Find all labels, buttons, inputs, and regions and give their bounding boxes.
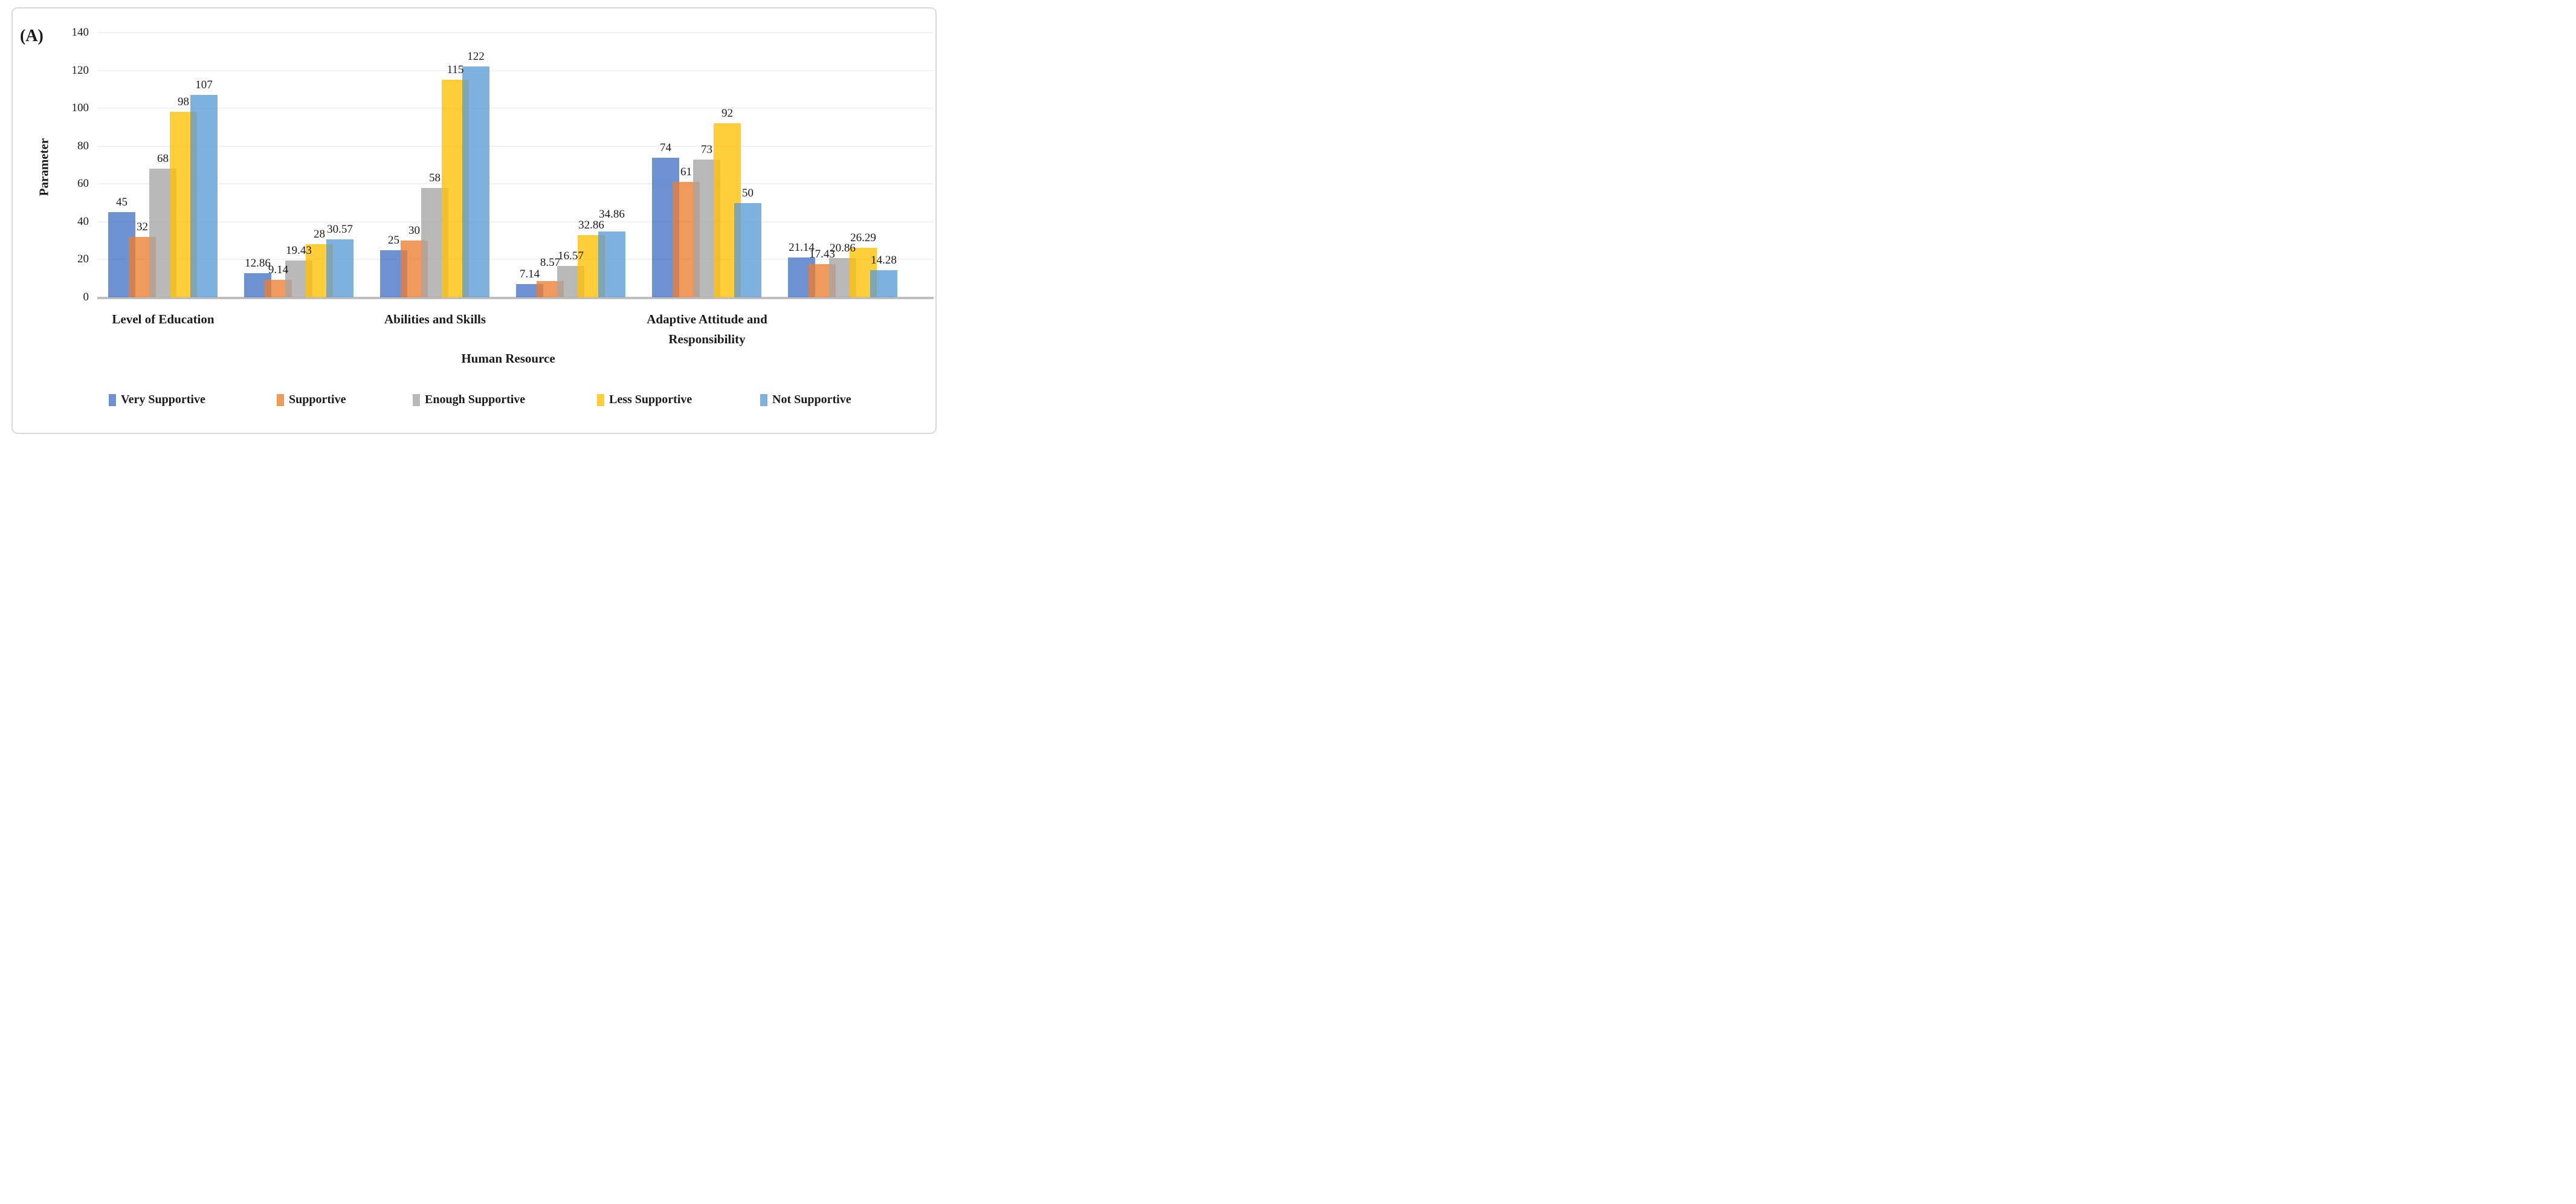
y-tick-label: 40: [77, 215, 89, 228]
gridline: [97, 183, 934, 185]
y-tick-label: 140: [71, 26, 89, 39]
gridline: [97, 259, 934, 261]
bar-not-supportive: [734, 202, 761, 297]
figure-panel: (A) Parameter 0 20 40 60 80 100 120 140 45 32 68 98…: [11, 7, 937, 434]
gridline: [97, 70, 934, 71]
value-label: 28: [314, 228, 325, 241]
value-label: 16.57: [558, 250, 584, 263]
y-tick-label: 120: [71, 63, 89, 77]
gridline: [97, 145, 934, 147]
value-label: 25: [388, 233, 399, 247]
legend-swatch-icon: [277, 394, 284, 406]
value-label: 26.29: [850, 231, 876, 244]
panel-label: (A): [20, 27, 44, 45]
y-tick-label: 80: [77, 139, 89, 152]
legend-label: Enough Supportive: [425, 393, 526, 406]
y-tick-label: 20: [77, 253, 89, 266]
value-label: 12.86: [245, 256, 271, 270]
gridline: [97, 221, 934, 222]
value-label: 61: [680, 166, 692, 179]
value-label: 21.14: [789, 241, 815, 254]
bar-not-supportive: [598, 231, 625, 297]
value-label: 58: [429, 171, 441, 184]
bar-not-supportive: [870, 270, 897, 297]
value-label: 7.14: [519, 267, 540, 280]
legend-label: Not Supportive: [772, 393, 851, 406]
value-label: 32.86: [578, 219, 604, 232]
value-label: 14.28: [871, 254, 897, 267]
value-label: 68: [157, 152, 169, 166]
category-label: Adaptive Attitude and Responsibility: [647, 312, 767, 346]
gridline: [97, 108, 934, 109]
value-label: 20.86: [830, 241, 856, 254]
value-label: 30.57: [327, 223, 353, 236]
x-axis-line: [97, 297, 934, 299]
legend: Very Supportive Supportive Enough Supporti…: [13, 393, 935, 411]
value-label: 98: [178, 95, 189, 109]
legend-label: Very Supportive: [121, 393, 205, 406]
y-tick-label: 60: [77, 177, 89, 190]
bar-not-supportive: [462, 66, 489, 297]
value-label: 17.43: [809, 248, 835, 261]
value-label: 122: [467, 50, 485, 63]
legend-label: Less Supportive: [609, 393, 692, 406]
legend-swatch-icon: [109, 394, 116, 406]
value-label: 9.14: [268, 264, 289, 277]
category-label: Level of Education: [112, 312, 215, 326]
bar-very-supportive: [516, 283, 543, 297]
value-label: 92: [721, 107, 733, 120]
legend-swatch-icon: [413, 394, 420, 406]
value-label: 73: [701, 143, 712, 156]
y-tick-label: 0: [83, 291, 89, 303]
value-label: 34.86: [599, 207, 625, 221]
value-label: 19.43: [286, 244, 312, 257]
category-label: Abilities and Skills: [384, 312, 486, 326]
value-label: 45: [116, 196, 128, 209]
value-label: 115: [447, 63, 464, 77]
value-label: 107: [195, 79, 213, 92]
plot-area: 0 20 40 60 80 100 120 140 45 32 68 98 107 12.86 9.14 19…: [72, 26, 934, 303]
value-label: 32: [137, 220, 148, 233]
bar-not-supportive: [190, 95, 218, 297]
legend-swatch-icon: [760, 394, 767, 406]
value-label: 50: [742, 186, 754, 199]
value-label: 74: [660, 141, 671, 154]
value-label: 30: [408, 224, 420, 238]
y-axis-title: Parameter: [36, 138, 51, 196]
y-tick-label: 100: [71, 102, 89, 115]
x-axis-title: Human Resource: [461, 351, 555, 366]
value-label: 8.57: [540, 256, 561, 270]
gridline: [97, 32, 934, 33]
legend-label: Supportive: [289, 393, 346, 406]
legend-swatch-icon: [597, 394, 604, 406]
bar-not-supportive: [326, 239, 353, 297]
